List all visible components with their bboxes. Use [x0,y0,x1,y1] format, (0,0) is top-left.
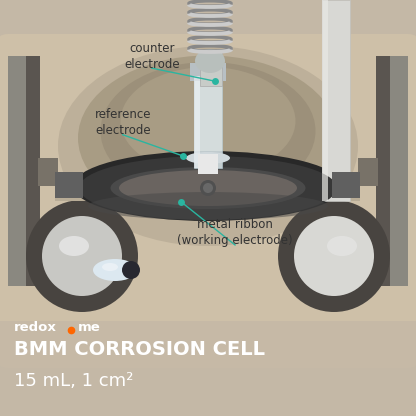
Ellipse shape [58,46,358,246]
Bar [55,177,360,183]
Text: 15 mL, 1 cm²: 15 mL, 1 cm² [14,372,134,390]
Bar [358,158,378,186]
Bar [55,179,360,201]
Bar [332,172,360,198]
Bar [390,56,408,286]
Bar [200,51,222,86]
Circle shape [26,200,138,312]
Ellipse shape [93,259,137,281]
Ellipse shape [327,236,357,256]
Bar [55,172,83,198]
Ellipse shape [119,170,297,206]
Ellipse shape [59,236,89,256]
Bar [322,0,328,201]
Ellipse shape [195,49,225,73]
Text: reference
electrode: reference electrode [94,108,151,137]
Circle shape [278,200,390,312]
Bar [0,321,416,416]
Text: BMM CORROSION CELL: BMM CORROSION CELL [14,340,265,359]
Ellipse shape [121,67,295,175]
Bar [198,154,218,174]
Circle shape [294,216,374,296]
Ellipse shape [78,55,338,220]
Ellipse shape [102,263,118,271]
Ellipse shape [186,152,230,164]
Bar [38,158,58,186]
Ellipse shape [101,62,315,200]
Ellipse shape [73,151,343,221]
Bar [194,76,200,168]
Circle shape [200,180,216,196]
Text: me: me [78,321,101,334]
Bar [8,56,26,286]
FancyBboxPatch shape [0,34,416,368]
Bar [194,76,222,168]
Bar [8,56,40,286]
Ellipse shape [111,167,305,209]
Text: counter
electrode: counter electrode [124,42,180,71]
Circle shape [42,216,122,296]
Ellipse shape [88,192,328,220]
Text: metal ribbon
(working electrode): metal ribbon (working electrode) [177,218,293,248]
Circle shape [122,261,140,279]
Bar [190,63,226,81]
Text: redox: redox [14,321,57,334]
Circle shape [203,183,213,193]
Bar [376,56,408,286]
Ellipse shape [79,156,337,220]
Bar [322,0,350,201]
